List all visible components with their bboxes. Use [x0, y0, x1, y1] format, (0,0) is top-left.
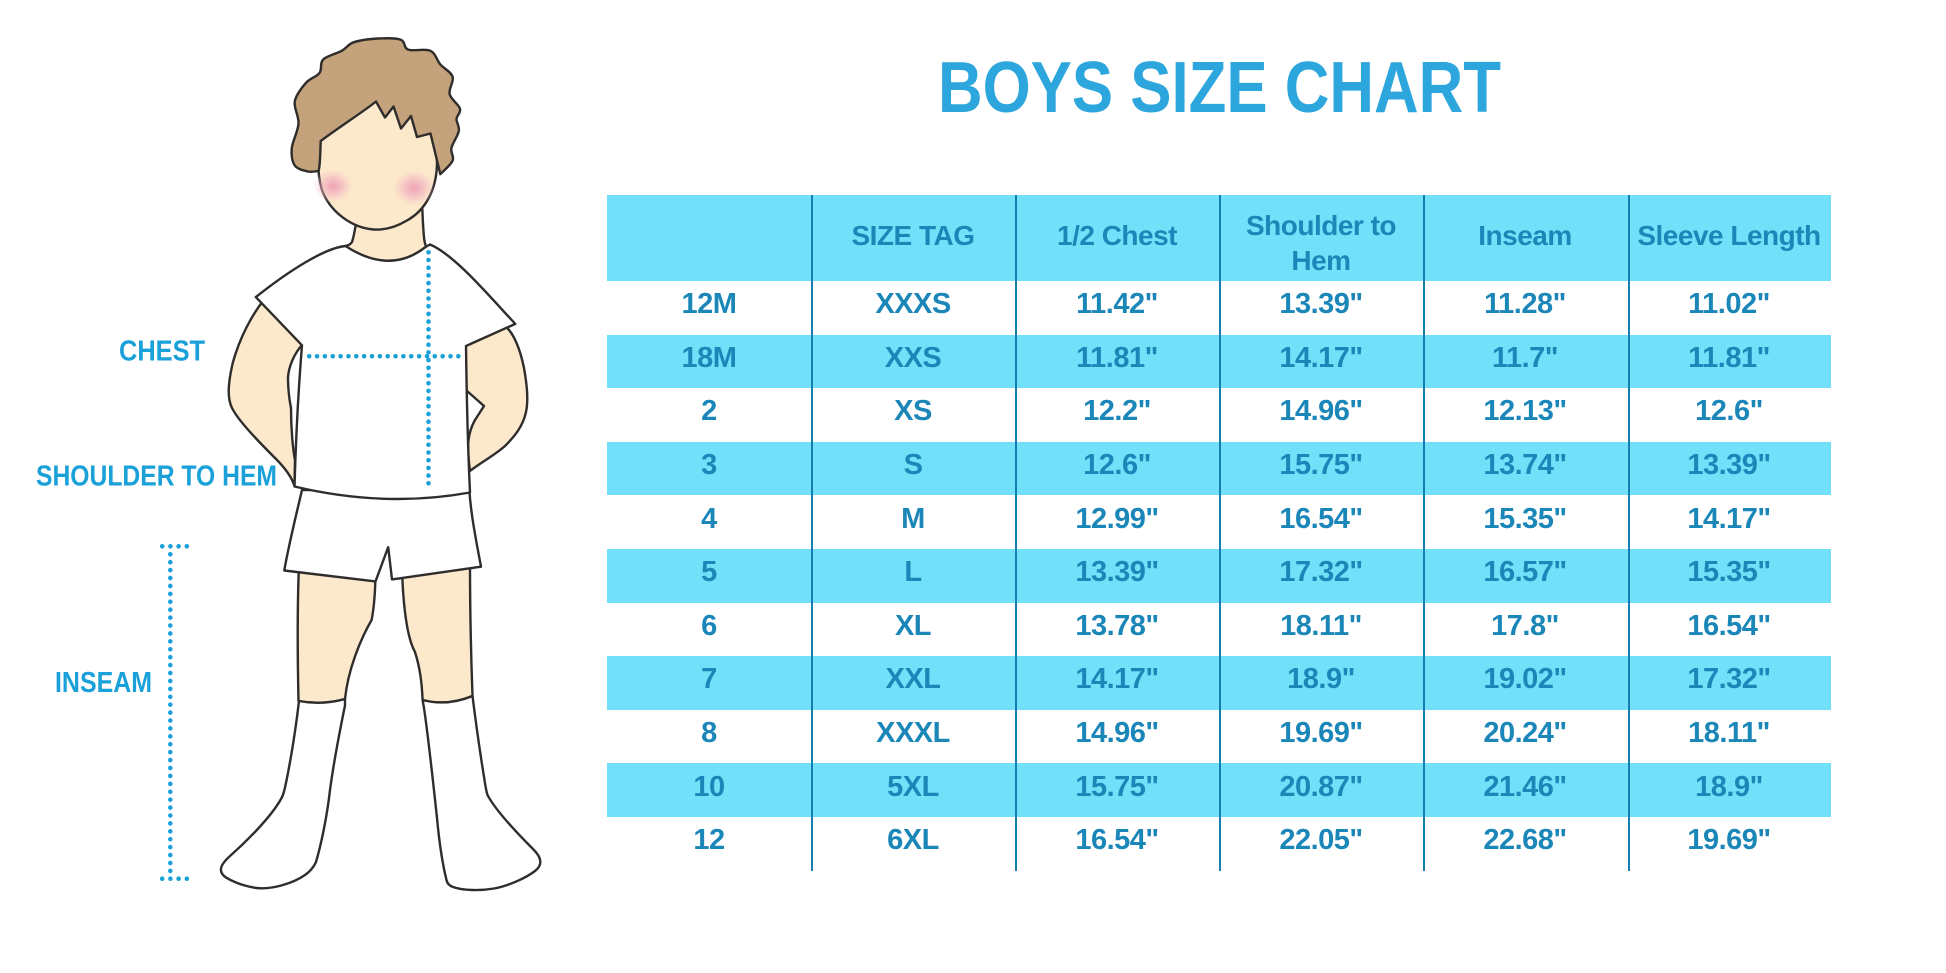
- svg-text:CHEST: CHEST: [119, 336, 205, 368]
- svg-text:SHOULDER TO HEM: SHOULDER TO HEM: [36, 461, 277, 493]
- svg-text:INSEAM: INSEAM: [55, 667, 152, 699]
- svg-text:BOYS SIZE CHART: BOYS SIZE CHART: [938, 48, 1501, 128]
